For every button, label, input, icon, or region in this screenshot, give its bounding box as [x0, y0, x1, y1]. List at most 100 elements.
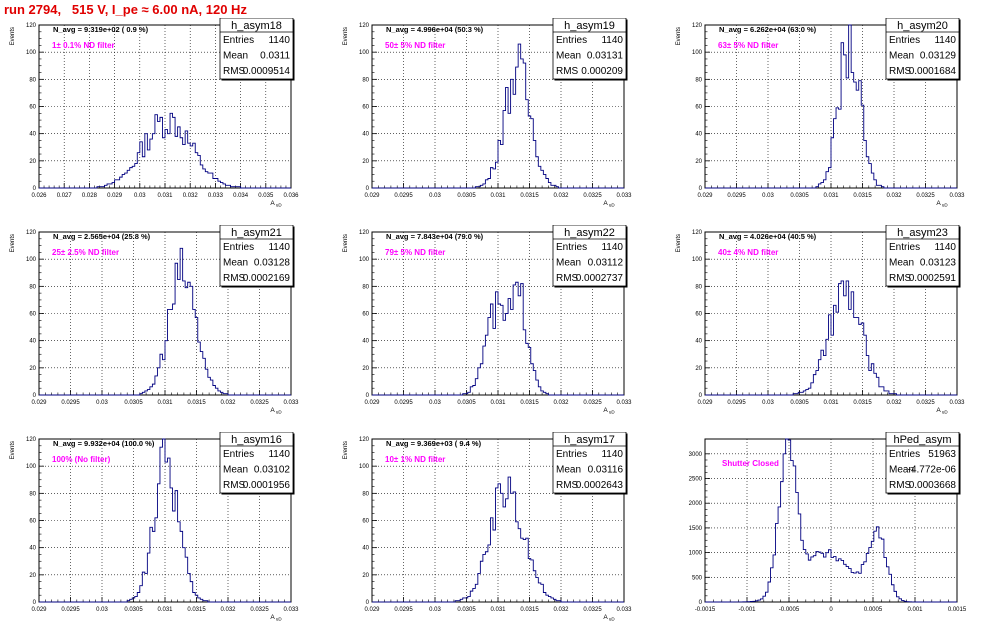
y-tick-label: 40 [29, 546, 36, 552]
x-tick-label: 0.0315 [520, 607, 539, 613]
histogram-pad-h_asym21: 0.029 0.0295 0.03 0.0305 0.031 0.0315 0.032 0.0… [0, 225, 322, 430]
y-tick-label: 80 [695, 77, 702, 83]
y-tick-label: 120 [359, 230, 370, 236]
stats-box [885, 432, 960, 494]
x-tick-label: 0.032 [220, 400, 236, 406]
x-tick-label: 0.0295 [394, 193, 413, 199]
x-tick-label: 0.0305 [457, 400, 476, 406]
x-tick-label: 0.033 [616, 193, 632, 199]
x-tick-label: 0.0295 [61, 400, 80, 406]
y-tick-label: 0 [366, 600, 370, 606]
x-tick-label: 0.033 [616, 607, 632, 613]
navg-annotation: N_avg = 7.843e+04 (79.0 %) [386, 232, 484, 241]
x-tick-label: 0.0295 [394, 607, 413, 613]
x-tick-label: 0.031 [490, 607, 506, 613]
x-axis-label: A uD [270, 614, 282, 622]
navg-annotation: N_avg = 4.026e+04 (40.5 %) [719, 232, 817, 241]
filter-annotation: 40± 4% ND filter [718, 248, 778, 257]
stats-rms-value: 0.000209 [581, 66, 623, 77]
y-tick-label: 100 [26, 50, 37, 56]
x-tick-label: 0.029 [364, 607, 380, 613]
x-tick-label: 0.0315 [187, 400, 206, 406]
stats-rms-label: RMS [223, 273, 246, 284]
stats-name: h_asym22 [564, 227, 615, 239]
histogram-line [39, 112, 291, 189]
y-tick-label: 60 [29, 105, 36, 111]
stats-name: h_asym23 [897, 227, 948, 239]
y-tick-label: 100 [26, 464, 37, 470]
y-tick-label: 60 [29, 519, 36, 525]
x-tick-label: 0.0305 [457, 607, 476, 613]
stats-mean-label: Mean [223, 258, 248, 269]
filter-annotation: 50± 5% ND filter [385, 41, 445, 50]
histogram-pad-h_asym22: 0.029 0.0295 0.03 0.0305 0.031 0.0315 0.032 0.0… [333, 225, 655, 430]
x-tick-label: 0.0295 [727, 193, 746, 199]
stats-mean-label: Mean [889, 258, 914, 269]
histogram-svg: -0.0015 -0.001 -0.0005 0 0.0005 0.001 0.0015 0 5… [689, 432, 967, 613]
y-axis-label: Events [343, 441, 349, 459]
x-tick-label: 0.032 [886, 193, 902, 199]
x-tick-label: -0.0015 [695, 607, 716, 613]
y-tick-label: 100 [359, 257, 370, 263]
stats-entries-label: Entries [556, 35, 587, 46]
histogram-pad-h_asym18: 0.026 0.027 0.028 0.029 0.03 0.031 0.032 0.033 0… [0, 18, 322, 223]
y-tick-label: 120 [26, 23, 37, 29]
stats-mean-label: Mean [223, 465, 248, 476]
stats-rms-label: RMS [889, 480, 912, 491]
y-tick-label: 80 [362, 284, 369, 290]
x-axis-label: A uD [270, 407, 282, 415]
y-tick-label: 120 [359, 23, 370, 29]
x-tick-label: 0.0325 [916, 193, 935, 199]
x-tick-label: 0.029 [31, 607, 47, 613]
navg-annotation: N_avg = 4.996e+04 (50.3 %) [386, 25, 484, 34]
filter-annotation: 79± 5% ND filter [385, 248, 445, 257]
y-tick-label: 1000 [689, 551, 703, 557]
y-tick-label: 3000 [689, 452, 703, 458]
y-tick-label: 0 [366, 186, 370, 192]
y-tick-label: 2500 [689, 477, 703, 483]
x-tick-label: 0.032 [553, 400, 569, 406]
y-tick-label: 60 [695, 105, 702, 111]
stats-entries-value: 51963 [928, 449, 956, 460]
y-tick-label: 1500 [689, 526, 703, 532]
x-tick-label: 0.03 [134, 193, 146, 199]
y-tick-label: 40 [29, 339, 36, 345]
x-tick-label: 0.03 [429, 400, 441, 406]
stats-entries-label: Entries [223, 35, 254, 46]
x-tick-label: 0.028 [82, 193, 98, 199]
y-axis-label: Events [10, 441, 16, 459]
stats-box [885, 225, 960, 287]
x-tick-label: 0.033 [949, 400, 965, 406]
x-tick-label: 0.034 [233, 193, 249, 199]
histogram-pad-h_asym23: 0.029 0.0295 0.03 0.0305 0.031 0.0315 0.032 0.0… [666, 225, 988, 430]
stats-mean-label: Mean [556, 258, 581, 269]
x-tick-label: 0.029 [364, 193, 380, 199]
stats-mean-value: 0.03116 [588, 465, 624, 476]
x-tick-label: 0.03 [429, 607, 441, 613]
stats-name: hPed_asym [893, 434, 951, 446]
stats-name: h_asym16 [231, 434, 282, 446]
histogram-svg: 0.029 0.0295 0.03 0.0305 0.031 0.0315 0.032 0.0… [10, 225, 299, 415]
stats-entries-label: Entries [556, 449, 587, 460]
histogram-line [705, 438, 957, 603]
histogram-line [705, 280, 957, 396]
x-tick-label: 0.0325 [250, 400, 269, 406]
x-tick-label: 0.029 [107, 193, 123, 199]
histogram-pad-h_asym17: 0.029 0.0295 0.03 0.0305 0.031 0.0315 0.032 0.0… [333, 432, 655, 637]
x-tick-label: 0.029 [697, 193, 713, 199]
x-tick-label: 0.033 [616, 400, 632, 406]
stats-box [552, 432, 627, 494]
y-tick-label: 120 [359, 437, 370, 443]
x-tick-label: 0.0005 [864, 607, 883, 613]
y-axis-label: Events [676, 27, 682, 45]
stats-rms-value: 0.0002169 [243, 273, 291, 284]
x-tick-label: 0.027 [57, 193, 73, 199]
x-tick-label: 0.0305 [790, 400, 809, 406]
y-tick-label: 20 [362, 159, 369, 165]
y-tick-label: 100 [26, 257, 37, 263]
x-tick-label: 0.031 [157, 607, 173, 613]
histogram-line [39, 438, 291, 603]
stats-rms-label: RMS [889, 66, 912, 77]
stats-name: h_asym18 [231, 20, 282, 32]
histogram-svg: 0.026 0.027 0.028 0.029 0.03 0.031 0.032 0.033 0… [10, 18, 299, 208]
